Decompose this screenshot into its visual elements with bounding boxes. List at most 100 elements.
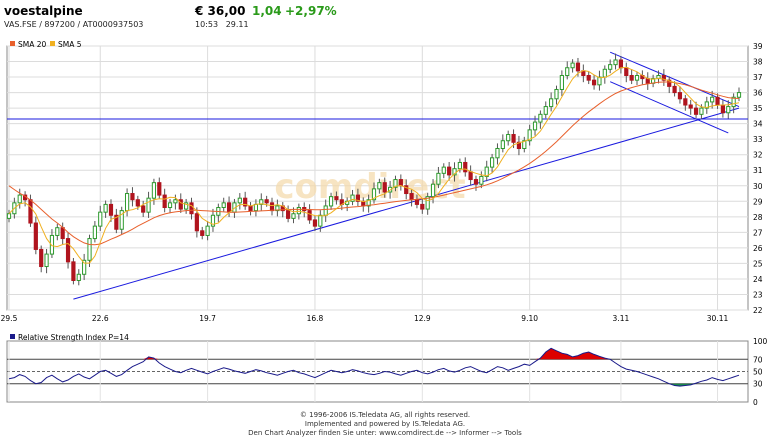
candle-body <box>243 197 248 207</box>
candle-body <box>167 202 173 209</box>
price-x-tick-label: 29.5 <box>1 314 18 323</box>
price-y-tick-label: 32 <box>753 151 763 160</box>
candle-body <box>124 193 130 212</box>
rsi-overbought-area <box>535 348 611 360</box>
candle-body <box>575 62 581 72</box>
candle-body <box>92 225 97 240</box>
uptrend-line <box>73 107 740 300</box>
candle-body <box>173 199 178 204</box>
candle-body <box>157 182 162 196</box>
candle-body <box>559 75 564 90</box>
candle-body <box>522 140 527 149</box>
candle-body <box>82 259 87 275</box>
candle-body <box>602 68 607 78</box>
price-x-tick-label: 30.11 <box>707 314 729 323</box>
candle-body <box>430 183 436 198</box>
candle-body <box>661 75 666 81</box>
candle-body <box>312 219 318 227</box>
price-y-tick-label: 25 <box>753 259 763 268</box>
price-y-tick-label: 39 <box>753 42 763 51</box>
quote-time-value: 10:53 <box>195 20 219 29</box>
price-x-tick-label: 16.8 <box>307 314 324 323</box>
rsi-legend-swatch <box>10 334 15 339</box>
candle-body <box>334 196 339 201</box>
candle-body <box>565 67 570 77</box>
channel-lower-line <box>609 81 729 134</box>
candle-body <box>693 107 699 115</box>
candle-body <box>307 210 312 221</box>
candle-body <box>178 199 183 210</box>
candle-body <box>570 62 575 69</box>
candle-body <box>17 194 22 204</box>
candle-body <box>720 104 725 114</box>
rsi-y-tick-label: 70 <box>753 355 763 364</box>
candle-body <box>404 185 409 195</box>
sma5-legend-label: SMA 5 <box>58 40 82 49</box>
candle-body <box>226 202 232 213</box>
price-y-tick-label: 24 <box>753 275 763 284</box>
candle-body <box>511 134 516 143</box>
candle-body <box>55 227 60 236</box>
candle-body <box>33 222 38 250</box>
candle-body <box>328 196 334 207</box>
candle-body <box>76 273 81 281</box>
candle-body <box>248 205 253 212</box>
candle-body <box>98 211 103 227</box>
price-y-tick-label: 26 <box>753 244 763 253</box>
candle-body <box>366 199 371 207</box>
candle-body <box>355 194 360 202</box>
candle-body <box>103 203 108 213</box>
candle-body <box>468 171 473 181</box>
candle-body <box>60 227 65 240</box>
candle-body <box>634 75 640 81</box>
candle-body <box>151 182 157 199</box>
candle-body <box>736 92 742 98</box>
candle-body <box>586 75 591 81</box>
candle-body <box>699 107 704 115</box>
copyright-line: © 1996-2006 IS.Teledata AG, all rights r… <box>299 411 471 419</box>
candle-body <box>259 199 264 205</box>
candle-body <box>447 166 452 176</box>
candle-body <box>409 193 414 201</box>
candle-body <box>318 214 323 227</box>
candle-body <box>441 166 446 174</box>
candle-body <box>28 199 33 224</box>
sma20-legend-label: SMA 20 <box>18 40 47 49</box>
candle-body <box>726 106 731 114</box>
candle-body <box>618 59 624 69</box>
candle-body <box>597 76 602 86</box>
candle-body <box>162 194 167 209</box>
candle-body <box>275 205 280 212</box>
candle-body <box>495 147 500 159</box>
candle-body <box>532 121 538 131</box>
candle-body <box>608 64 613 70</box>
price-y-tick-label: 23 <box>753 290 763 299</box>
candle-body <box>108 203 114 216</box>
price-y-tick-label: 27 <box>753 228 763 237</box>
candle-body <box>130 193 135 201</box>
candle-body <box>253 203 259 212</box>
rsi-y-tick-label: 0 <box>753 398 758 407</box>
candle-body <box>146 197 151 213</box>
price-x-tick-label: 12.9 <box>414 314 431 323</box>
candle-body <box>715 96 720 106</box>
candle-body <box>189 202 194 215</box>
candle-body <box>194 213 199 232</box>
candle-body <box>731 96 736 108</box>
rsi-title: Relative Strength Index P=14 <box>18 333 129 342</box>
candle-body <box>457 161 462 170</box>
stock-price: € 36,00 <box>195 4 246 18</box>
price-y-tick-label: 30 <box>753 182 763 191</box>
rsi-y-tick-label: 100 <box>753 337 768 346</box>
stock-identifiers: VAS.FSE / 897200 / AT0000937503 <box>4 20 144 29</box>
candle-body <box>500 140 505 149</box>
quote-time: 10:53 29.11 <box>195 20 249 29</box>
candle-body <box>414 199 420 205</box>
price-change: 1,04 <box>252 4 282 18</box>
candle-body <box>71 261 76 281</box>
price-y-tick-label: 35 <box>753 104 763 113</box>
candle-body <box>44 253 49 268</box>
candle-body <box>688 104 693 109</box>
candle-body <box>49 234 55 255</box>
price-x-tick-label: 22.6 <box>92 314 109 323</box>
